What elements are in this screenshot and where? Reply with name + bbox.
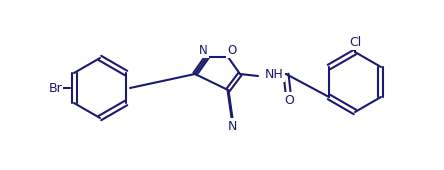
Text: NH: NH — [265, 67, 284, 81]
Text: O: O — [284, 94, 294, 106]
Text: Cl: Cl — [349, 36, 361, 48]
Text: N: N — [198, 44, 207, 56]
Text: N: N — [227, 120, 237, 132]
Text: O: O — [227, 44, 237, 56]
Text: Br: Br — [48, 81, 62, 95]
